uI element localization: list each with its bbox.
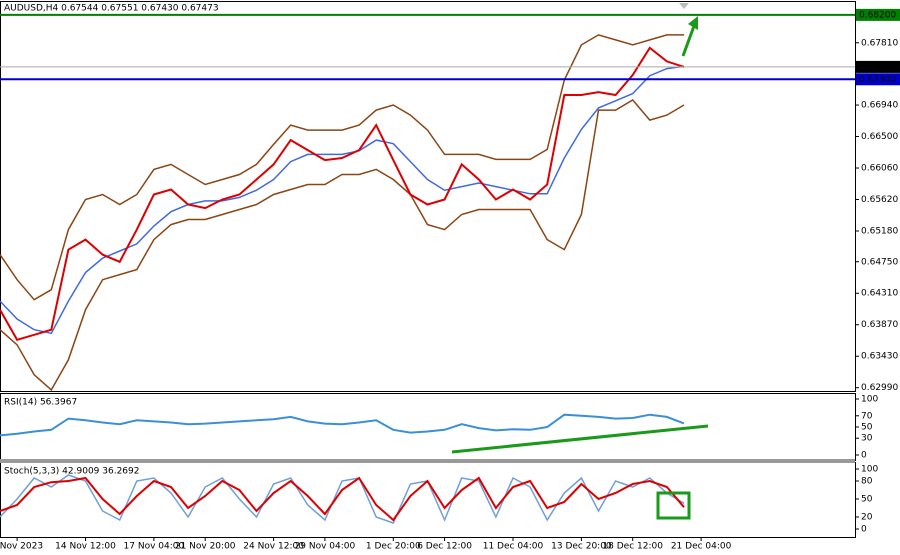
- y-tick-label: 0.66500: [861, 132, 898, 142]
- series-line: [0, 99, 685, 392]
- y-tick-label: 0.63430: [861, 352, 898, 362]
- y-tick-label: 100: [861, 465, 878, 475]
- y-tick-label: 0: [861, 525, 867, 535]
- series-line: [0, 476, 685, 522]
- stoch-panel: [0, 462, 856, 538]
- y-tick-label: 30: [861, 434, 873, 444]
- x-tick-label: 18 Dec 12:00: [602, 542, 663, 552]
- y-tick-label: 0.67810: [861, 38, 898, 48]
- y-tick-label: 80: [861, 477, 873, 487]
- y-tick-label: 0.65620: [861, 195, 898, 205]
- x-tick-label: 29 Nov 04:00: [295, 542, 356, 552]
- y-tick-label: 0.65180: [861, 226, 898, 236]
- y-tick-label: 0.66940: [861, 101, 898, 111]
- x-tick-label: 21 Dec 04:00: [671, 542, 732, 552]
- series-line: [0, 65, 685, 335]
- x-tick-label: 24 Nov 12:00: [243, 542, 304, 552]
- y-tick-label: 20: [861, 513, 873, 523]
- y-tick-label: 0.63870: [861, 320, 898, 330]
- y-tick-label: 50: [861, 495, 873, 505]
- x-tick-label: 13 Dec 20:00: [551, 542, 612, 552]
- main-panel: [0, 1, 856, 392]
- x-tick-label: 21 Nov 20:00: [175, 542, 236, 552]
- x-tick-label: 17 Nov 04:00: [124, 542, 185, 552]
- series-line: [0, 474, 685, 524]
- level-label: 0.68200: [859, 10, 896, 20]
- series-line: [0, 46, 685, 341]
- y-tick-label: 0.66060: [861, 164, 898, 174]
- chart-title: AUDUSD,H4 0.67544 0.67551 0.67430 0.6747…: [4, 4, 219, 14]
- x-tick-label: 6 Dec 12:00: [417, 542, 472, 552]
- level-label: 0.67300: [859, 75, 896, 85]
- x-tick-label: 11 Dec 04:00: [483, 542, 544, 552]
- y-tick-label: 70: [861, 411, 873, 421]
- level-label: 0.67473: [859, 62, 896, 72]
- y-tick-label: 0: [861, 451, 867, 461]
- y-tick-label: 0.64310: [861, 289, 898, 299]
- x-tick-label: 14 Nov 12:00: [55, 542, 116, 552]
- x-tick-label: 9 Nov 2023: [0, 542, 43, 552]
- shift-marker: [679, 3, 689, 9]
- y-tick-label: 0.64750: [861, 257, 898, 267]
- rsi-title: RSI(14) 56.3967: [4, 398, 77, 408]
- level-box: [856, 8, 900, 21]
- level-box: [856, 73, 900, 86]
- arrow-head: [688, 16, 698, 30]
- series-line: [0, 413, 685, 437]
- separator: [0, 459, 855, 463]
- x-tick-label: 1 Dec 20:00: [366, 542, 421, 552]
- rsi-panel: [0, 393, 856, 461]
- y-tick-label: 50: [861, 423, 873, 433]
- trend-line: [451, 424, 709, 454]
- highlight-box: [656, 491, 691, 520]
- arrow: [681, 25, 696, 57]
- y-tick-label: 0.62990: [861, 383, 898, 393]
- marks: [0, 34, 685, 524]
- level-box: [856, 60, 900, 73]
- stoch-title: Stoch(5,3,3) 42.9009 36.2692: [4, 467, 139, 477]
- y-tick-label: 100: [861, 395, 878, 405]
- series-line: [0, 34, 684, 301]
